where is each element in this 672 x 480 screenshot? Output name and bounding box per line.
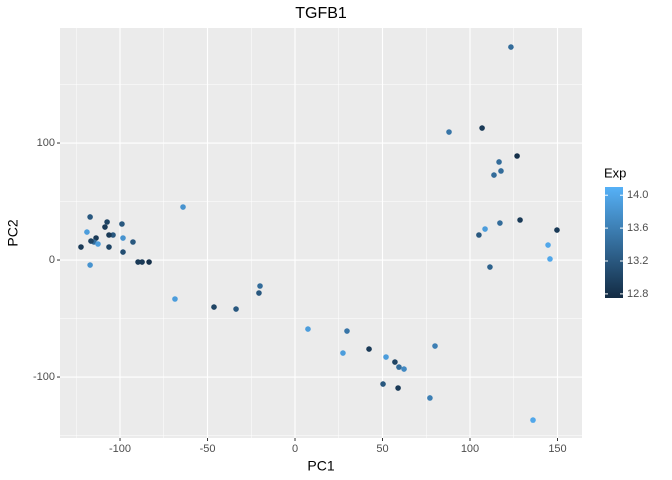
x-axis-label: PC1 bbox=[307, 458, 334, 474]
colorbar-label: 13.6 bbox=[627, 222, 648, 234]
point bbox=[401, 366, 407, 372]
point bbox=[482, 226, 488, 232]
point bbox=[130, 239, 136, 245]
point bbox=[395, 385, 401, 391]
point bbox=[110, 232, 116, 238]
point bbox=[476, 232, 482, 238]
point bbox=[211, 304, 217, 310]
colorbar bbox=[605, 187, 623, 298]
y-tick-label: 100 bbox=[37, 137, 55, 149]
point bbox=[497, 220, 503, 226]
point bbox=[120, 235, 126, 241]
y-tick-label: 0 bbox=[49, 254, 55, 266]
point bbox=[446, 129, 452, 135]
point bbox=[119, 221, 125, 227]
point bbox=[479, 125, 485, 131]
point bbox=[545, 242, 551, 248]
colorbar-label: 14.0 bbox=[627, 189, 648, 201]
point bbox=[106, 244, 112, 250]
x-tick-label: 0 bbox=[292, 443, 298, 455]
y-axis-label: PC2 bbox=[5, 219, 21, 246]
x-tick-label: 100 bbox=[461, 443, 479, 455]
point bbox=[172, 296, 178, 302]
point bbox=[305, 326, 311, 332]
x-tick-label: 150 bbox=[548, 443, 566, 455]
point bbox=[256, 290, 262, 296]
colorbar-label: 13.2 bbox=[627, 255, 648, 267]
point bbox=[84, 229, 90, 235]
point bbox=[87, 262, 93, 268]
point bbox=[498, 168, 504, 174]
x-tick-label: -100 bbox=[109, 443, 131, 455]
point bbox=[106, 232, 112, 238]
point bbox=[383, 354, 389, 360]
point bbox=[88, 238, 94, 244]
point bbox=[340, 350, 346, 356]
point bbox=[104, 219, 110, 225]
point bbox=[102, 224, 108, 230]
point bbox=[139, 259, 145, 265]
point bbox=[78, 244, 84, 250]
point bbox=[146, 259, 152, 265]
point bbox=[496, 159, 502, 165]
point bbox=[233, 306, 239, 312]
point bbox=[257, 283, 263, 289]
point bbox=[87, 214, 93, 220]
point bbox=[508, 44, 514, 50]
point bbox=[380, 381, 386, 387]
point bbox=[487, 264, 493, 270]
point bbox=[491, 172, 497, 178]
x-tick-label: 50 bbox=[376, 443, 388, 455]
point bbox=[554, 227, 560, 233]
point bbox=[514, 153, 520, 159]
point bbox=[427, 395, 433, 401]
point bbox=[120, 249, 126, 255]
legend-title: Exp bbox=[604, 165, 626, 180]
chart-title: TGFB1 bbox=[295, 5, 347, 22]
y-tick-label: -100 bbox=[33, 371, 55, 383]
colorbar-label: 12.8 bbox=[627, 288, 648, 300]
point bbox=[95, 241, 101, 247]
point bbox=[547, 256, 553, 262]
point bbox=[530, 417, 536, 423]
point bbox=[344, 328, 350, 334]
point bbox=[135, 259, 141, 265]
x-tick-label: -50 bbox=[200, 443, 216, 455]
point bbox=[392, 359, 398, 365]
plot-panel bbox=[60, 28, 582, 438]
point bbox=[396, 364, 402, 370]
point bbox=[517, 217, 523, 223]
point bbox=[180, 204, 186, 210]
point bbox=[432, 343, 438, 349]
point bbox=[366, 346, 372, 352]
